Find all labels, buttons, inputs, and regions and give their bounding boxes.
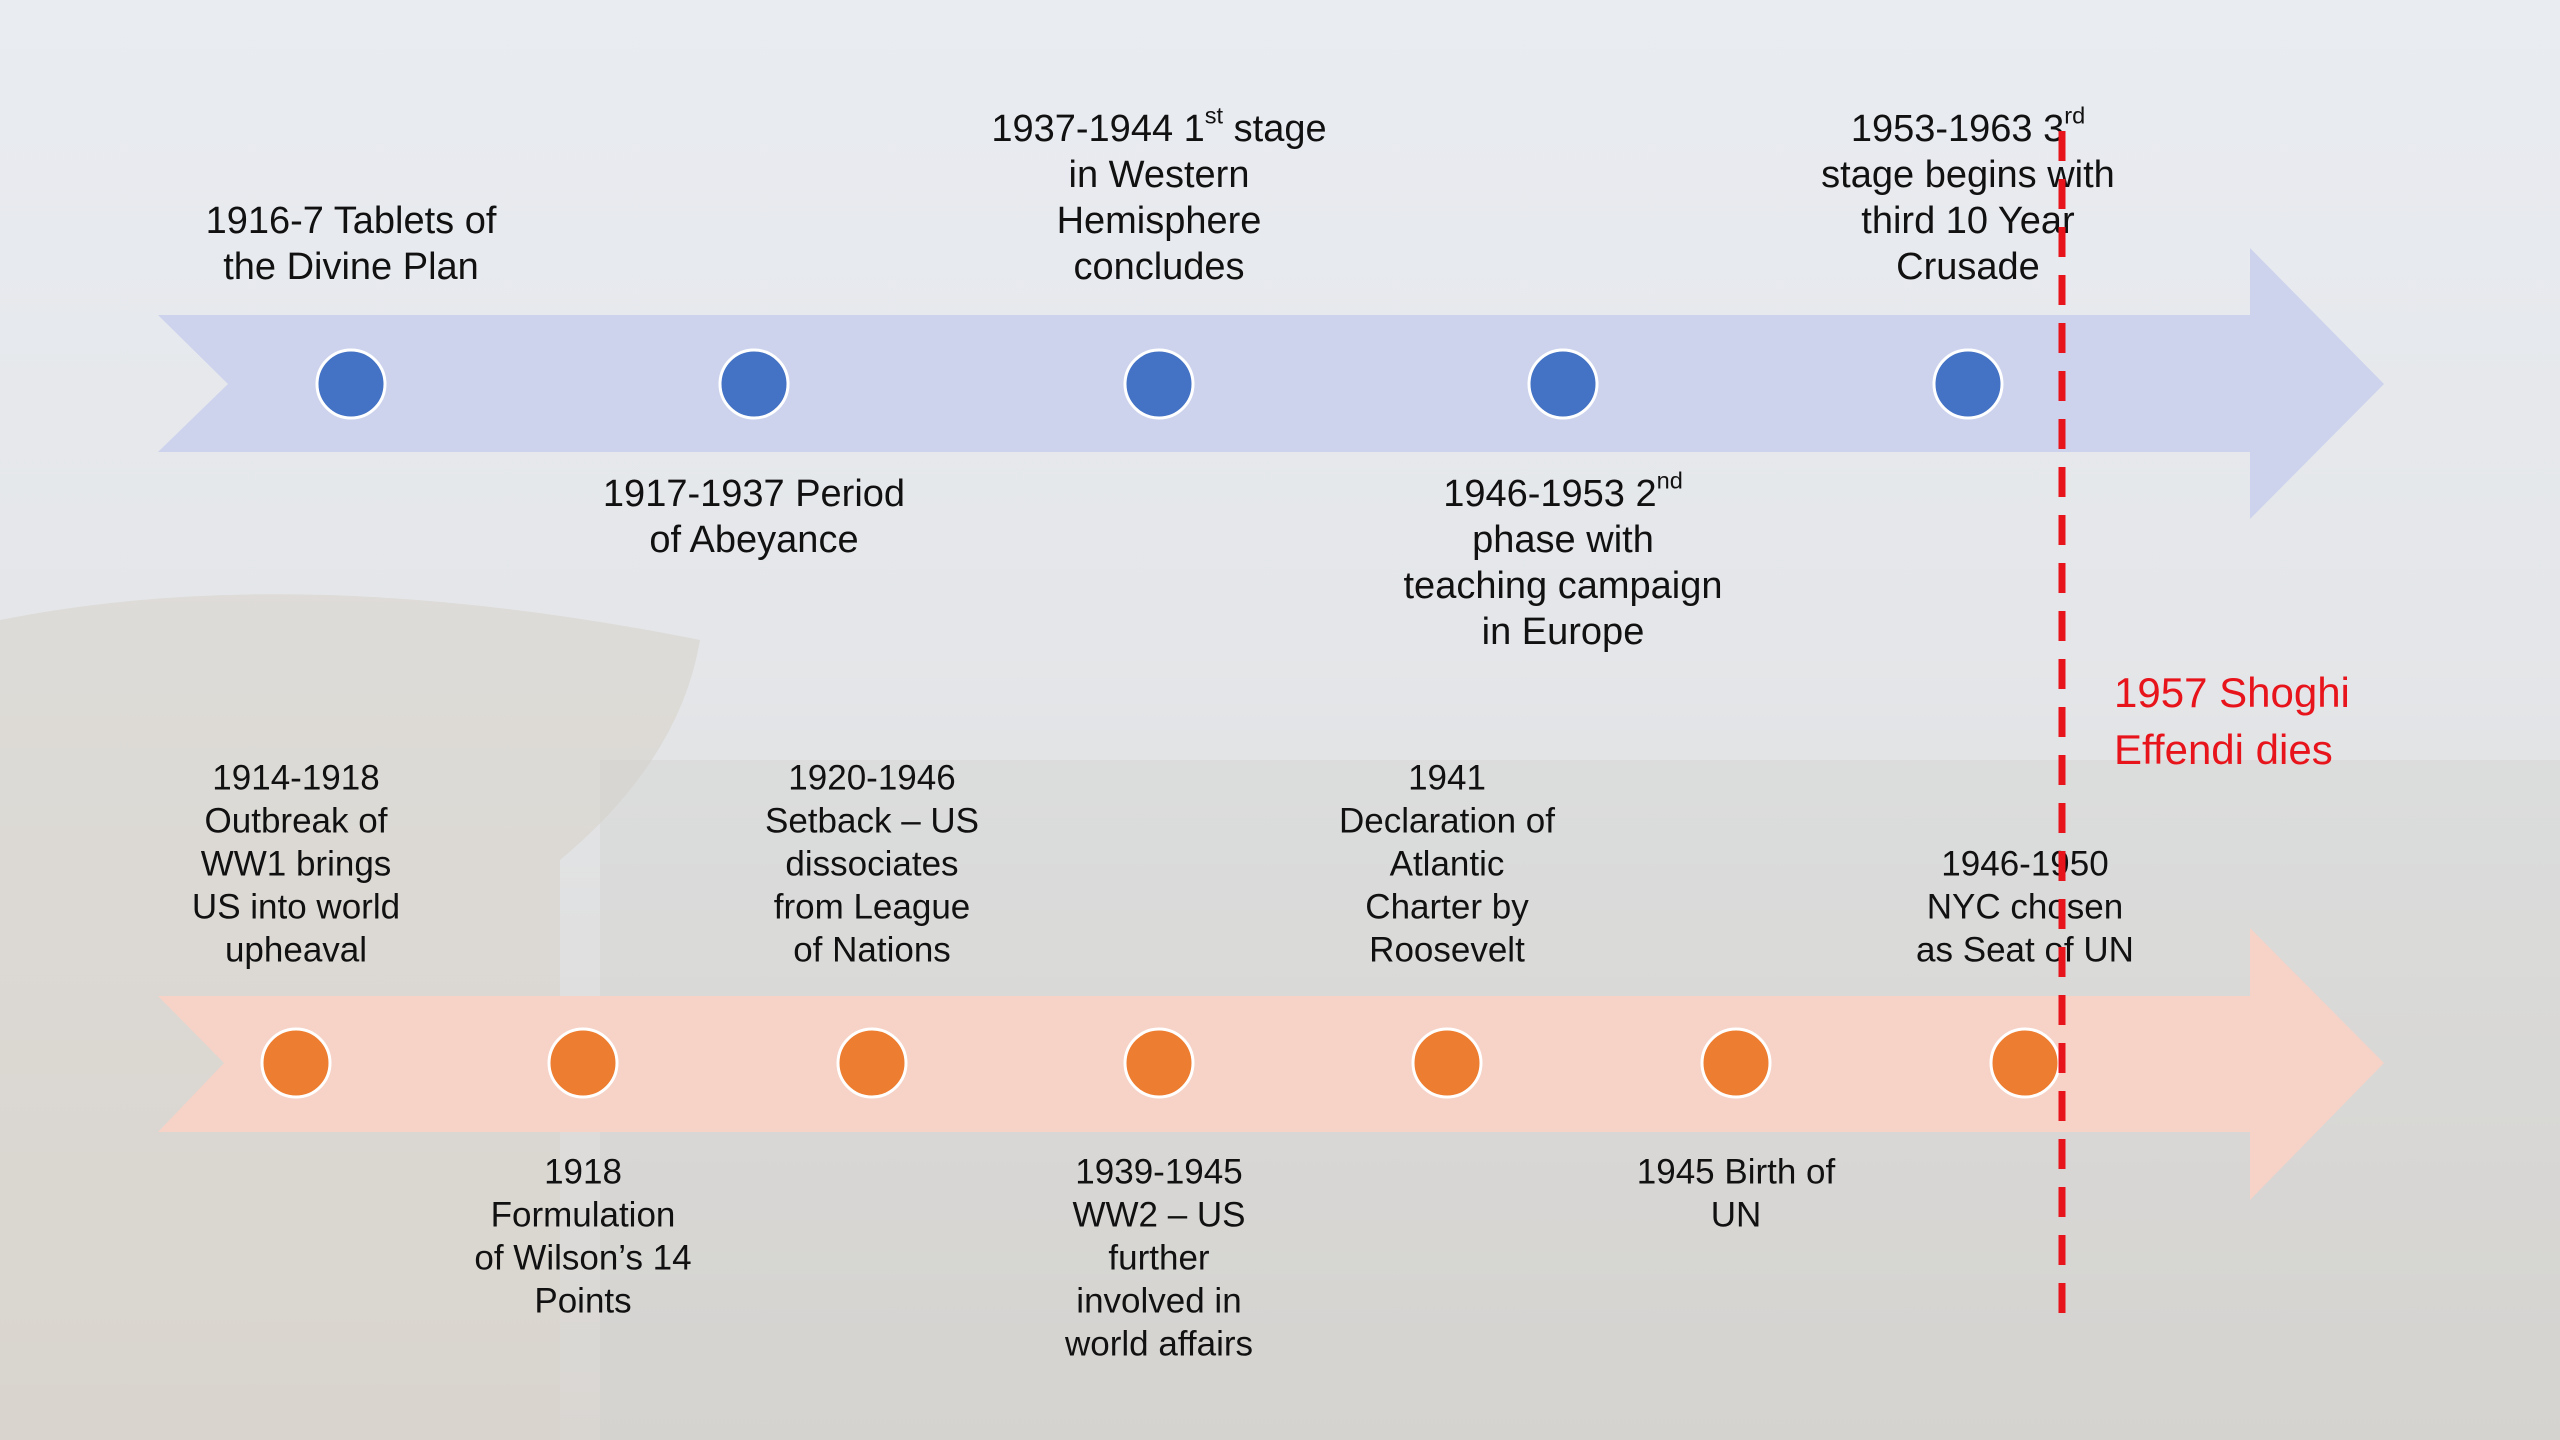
label-line: Formulation [491, 1195, 676, 1234]
marker-label: Effendi dies [2114, 726, 2333, 773]
event-dot [1413, 1029, 1481, 1097]
label-line: world affairs [1064, 1324, 1253, 1363]
label-line: 1939-1945 [1075, 1152, 1242, 1191]
label-line: 1945 Birth of [1637, 1152, 1836, 1191]
label-line: Points [534, 1281, 631, 1320]
label-line: 1937-1944 1st stage [991, 103, 1326, 150]
label-line: concludes [1073, 246, 1244, 288]
label-line: Declaration of [1339, 801, 1555, 840]
label-line: 1920-1946 [788, 758, 955, 797]
superscript: st [1205, 103, 1224, 129]
label-line: 1946-1950 [1941, 844, 2108, 883]
label-text: stage [1223, 108, 1327, 150]
event-dot [1991, 1029, 2059, 1097]
event-label: 1920-1946 Setback – US dissociates from Lea… [765, 758, 979, 969]
event-dot [1125, 1029, 1193, 1097]
label-line: teaching campaign [1404, 565, 1723, 607]
label-line: Atlantic [1390, 844, 1505, 883]
label-line: phase with [1472, 519, 1654, 561]
label-line: 1918 [544, 1152, 622, 1191]
event-label: 1946-1950 NYC chosen as Seat of UN [1916, 844, 2134, 969]
event-dot [838, 1029, 906, 1097]
label-text: 1953-1963 3 [1851, 108, 2064, 150]
slide: 1916-7 Tablets ofthe Divine Plan 1917-193… [0, 0, 2560, 1440]
superscript: nd [1657, 468, 1683, 494]
label-line: third 10 Year [1861, 200, 2075, 242]
label-line: Setback – US [765, 801, 979, 840]
label-line: in Western [1069, 154, 1250, 196]
event-dot [317, 350, 385, 418]
label-line: the Divine Plan [223, 246, 479, 288]
label-line: from League [774, 887, 971, 926]
label-line: as Seat of UN [1916, 930, 2134, 969]
label-line: Hemisphere [1057, 200, 1262, 242]
event-dot [720, 350, 788, 418]
label-line: stage begins with [1821, 154, 2115, 196]
label-line: NYC chosen [1927, 887, 2123, 926]
event-dot [1125, 350, 1193, 418]
label-line: of Abeyance [649, 519, 858, 561]
superscript: rd [2064, 103, 2085, 129]
event-dot [262, 1029, 330, 1097]
label-line: US into world [192, 887, 400, 926]
label-line: in Europe [1482, 611, 1645, 653]
label-line: 1916-7 Tablets of [206, 200, 497, 242]
label-line: WW1 brings [201, 844, 392, 883]
label-line: UN [1711, 1195, 1762, 1234]
label-line: 1953-1963 3rd [1851, 103, 2085, 150]
label-line: 1917-1937 Period [603, 473, 905, 515]
label-text: 1937-1944 1 [991, 108, 1204, 150]
label-text: 1946-1953 2 [1443, 473, 1656, 515]
label-line: further [1108, 1238, 1209, 1277]
label-line: 1914-1918 [212, 758, 379, 797]
event-dot [1934, 350, 2002, 418]
label-line: 1946-1953 2nd [1443, 468, 1683, 515]
label-line: dissociates [785, 844, 958, 883]
label-line: WW2 – US [1072, 1195, 1245, 1234]
event-dot [549, 1029, 617, 1097]
label-line: involved in [1076, 1281, 1241, 1320]
event-dot [1702, 1029, 1770, 1097]
label-line: 1941 [1408, 758, 1486, 797]
label-line: Crusade [1896, 246, 2040, 288]
label-line: of Nations [793, 930, 951, 969]
label-line: Outbreak of [205, 801, 388, 840]
label-line: Roosevelt [1369, 930, 1525, 969]
label-line: of Wilson’s 14 [474, 1238, 691, 1277]
marker-label: 1957 Shoghi [2114, 669, 2350, 716]
label-line: upheaval [225, 930, 367, 969]
label-line: Charter by [1365, 887, 1529, 926]
event-dot [1529, 350, 1597, 418]
